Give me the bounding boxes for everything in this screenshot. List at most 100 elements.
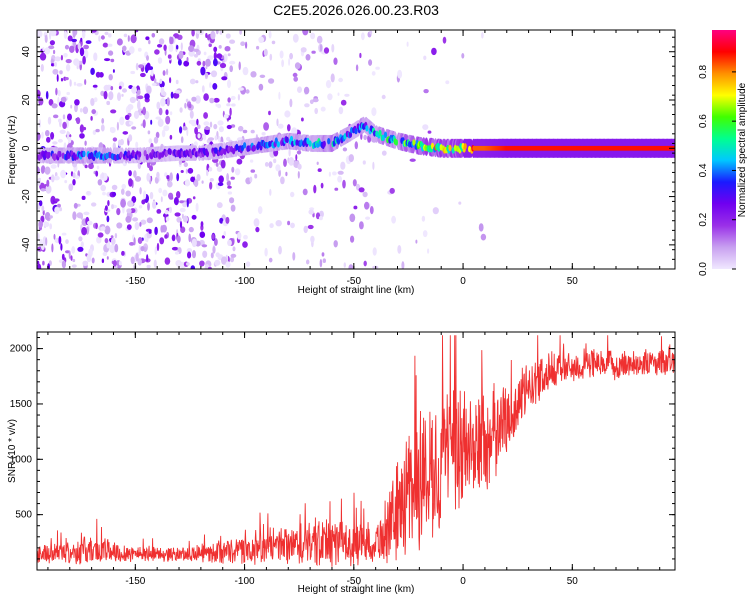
noise-cell <box>44 166 51 175</box>
noise-cell <box>216 53 223 59</box>
snr-xtick-label: 0 <box>460 576 466 587</box>
noise-cell <box>169 77 172 84</box>
noise-cell <box>268 161 273 169</box>
noise-cell <box>337 170 344 175</box>
noise-cell <box>152 200 157 209</box>
noise-cell <box>273 158 277 164</box>
noise-cell <box>72 211 77 221</box>
ridge-cell <box>463 143 467 150</box>
noise-cell <box>106 256 109 260</box>
noise-cell <box>42 260 45 266</box>
noise-cell <box>142 106 146 116</box>
noise-cell <box>310 32 316 40</box>
noise-cell <box>79 124 84 133</box>
noise-cell <box>68 183 74 191</box>
noise-cell <box>279 50 284 59</box>
noise-cell <box>186 198 189 208</box>
noise-cell <box>256 45 260 50</box>
noise-cell <box>60 54 64 61</box>
noise-cell <box>90 98 95 106</box>
noise-cell <box>71 246 76 254</box>
noise-cell <box>106 100 111 106</box>
noise-cell <box>81 195 86 200</box>
noise-cell <box>82 31 86 39</box>
snr-frame <box>36 331 676 571</box>
noise-cell <box>216 166 223 173</box>
noise-cell <box>37 89 41 98</box>
noise-cell <box>281 59 284 68</box>
noise-cell <box>355 64 359 72</box>
noise-cell <box>156 171 160 179</box>
noise-cell <box>131 86 138 94</box>
colorbar-tick-label: 0.6 <box>698 114 709 128</box>
noise-cell <box>362 191 368 198</box>
noise-cell <box>230 95 236 100</box>
noise-cell <box>319 259 323 268</box>
noise-cell <box>151 33 156 38</box>
noise-cell <box>317 168 322 173</box>
noise-cell <box>221 76 228 81</box>
noise-cell <box>193 179 199 188</box>
noise-cell <box>242 241 248 248</box>
noise-cell <box>63 53 68 58</box>
noise-cell <box>103 90 108 100</box>
noise-cell <box>320 182 324 189</box>
noise-cell <box>381 150 387 156</box>
noise-cell <box>70 171 74 177</box>
ridge-cell <box>308 140 312 147</box>
noise-cell <box>61 253 65 261</box>
noise-cell <box>139 187 142 195</box>
noise-cell <box>47 116 52 125</box>
noise-cell <box>143 190 147 200</box>
noise-cell <box>49 215 53 219</box>
noise-cell <box>96 236 102 244</box>
noise-cell <box>372 161 375 170</box>
noise-cell <box>135 62 139 71</box>
ridge-cell <box>430 142 435 150</box>
noise-cell <box>174 90 181 94</box>
noise-cell <box>138 205 143 209</box>
snr-ticks: -150 -100 -50 0 50 500 1000 1500 2000 <box>10 332 675 587</box>
noise-cell <box>239 30 242 35</box>
noise-cell <box>349 213 356 223</box>
noise-cell <box>128 178 133 187</box>
noise-cell <box>73 58 80 66</box>
noise-cell <box>397 245 402 254</box>
noise-cell <box>226 124 232 130</box>
noise-cell <box>205 66 208 70</box>
noise-cell <box>227 53 231 57</box>
noise-cell <box>124 114 130 120</box>
noise-cell <box>288 148 291 157</box>
noise-cell <box>338 106 344 115</box>
noise-cell <box>303 86 310 95</box>
noise-cell <box>348 154 354 163</box>
noise-cell <box>227 239 232 247</box>
noise-cell <box>397 69 403 79</box>
noise-cell <box>68 250 71 259</box>
noise-cell <box>87 220 93 226</box>
noise-cell <box>110 58 115 63</box>
noise-cell <box>148 230 152 234</box>
snr-ytick-label: 1000 <box>10 454 33 465</box>
noise-cell <box>330 73 335 83</box>
noise-cell <box>112 260 117 267</box>
noise-cell <box>128 134 133 142</box>
noise-cell <box>389 187 395 194</box>
spec-ytick-label: 20 <box>21 94 32 106</box>
noise-cell <box>167 180 173 188</box>
noise-cell <box>48 45 55 50</box>
noise-cell <box>169 36 174 45</box>
noise-cell <box>163 125 170 132</box>
noise-cell <box>361 32 365 41</box>
noise-cell <box>121 183 126 190</box>
noise-cell <box>234 168 241 176</box>
noise-cell <box>212 83 218 90</box>
noise-cell <box>359 221 364 230</box>
ridge-cell <box>350 127 354 134</box>
noise-cell <box>230 124 236 128</box>
noise-cell <box>51 63 54 67</box>
noise-cell <box>100 226 106 231</box>
noise-cell <box>86 191 90 195</box>
noise-cell <box>121 188 125 195</box>
noise-cell <box>46 179 50 187</box>
